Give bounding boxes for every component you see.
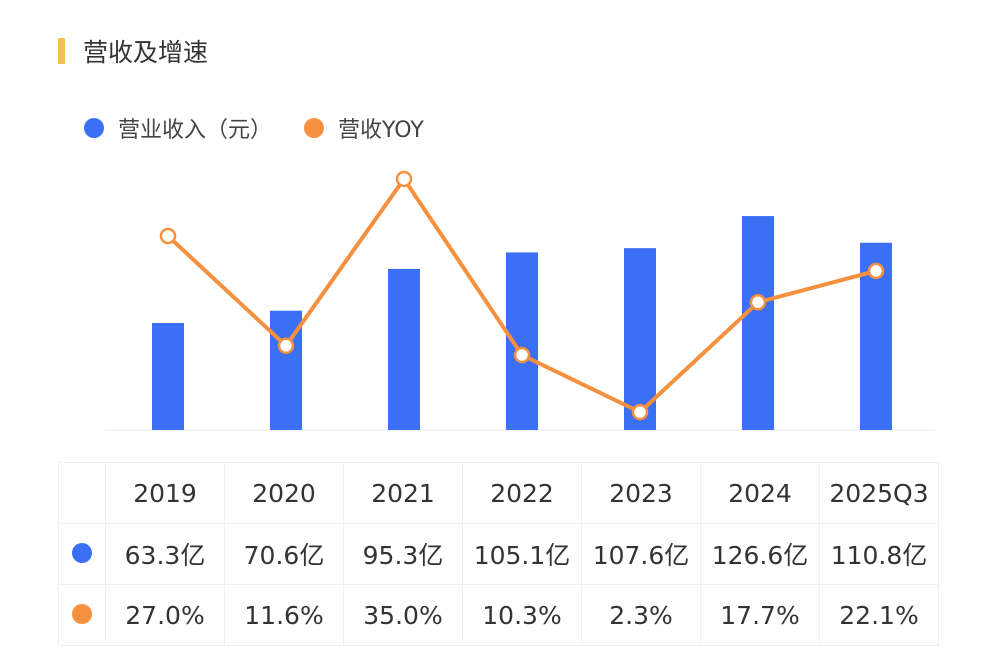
legend-dot-yoy-icon <box>304 118 325 138</box>
yoy-dot-icon <box>72 603 92 624</box>
title-accent-bar <box>58 38 65 64</box>
data-table: 2019 2020 2021 2022 2023 2024 2025Q3 63.3亿 70.6… <box>58 462 939 646</box>
table-cell-yoy: 17.7% <box>700 584 820 646</box>
point-yoy <box>631 403 649 421</box>
table-header-cell: 2020 <box>224 462 344 524</box>
chart-plot <box>105 170 935 431</box>
point-yoy <box>277 337 295 355</box>
point-yoy <box>395 170 413 188</box>
legend-label-yoy: 营收YOY <box>338 118 424 143</box>
table-cell-revenue: 110.8亿 <box>819 523 939 585</box>
table-cell-yoy: 22.1% <box>819 584 939 646</box>
legend: 营业收入（元） 营收YOY <box>84 112 456 144</box>
table-cell-revenue: 70.6亿 <box>224 523 344 585</box>
table-cell-yoy: 35.0% <box>343 584 463 646</box>
table-cell-revenue: 126.6亿 <box>700 523 820 585</box>
legend-item-yoy[interactable]: 营收YOY <box>304 112 424 144</box>
point-yoy <box>749 294 767 311</box>
table-cell-yoy: 2.3% <box>581 584 701 646</box>
revenue-dot-icon <box>72 542 92 563</box>
bar-revenue <box>388 268 420 430</box>
legend-item-revenue[interactable]: 营业收入（元） <box>84 112 272 144</box>
table-corner <box>58 462 106 524</box>
table-row-label-revenue <box>58 523 106 585</box>
table-cell-yoy: 11.6% <box>224 584 344 646</box>
table-header-cell: 2023 <box>581 462 701 524</box>
table-cell-revenue: 107.6亿 <box>581 523 701 585</box>
table-header-cell: 2022 <box>462 462 582 524</box>
table-header-cell: 2025Q3 <box>819 462 939 524</box>
bar-revenue <box>742 216 774 430</box>
legend-label-revenue: 营业收入（元） <box>118 118 273 143</box>
table-cell-revenue: 105.1亿 <box>462 523 582 585</box>
table-cell-revenue: 95.3亿 <box>343 523 463 585</box>
table-header-cell: 2019 <box>105 462 225 524</box>
table-cell-yoy: 27.0% <box>105 584 225 646</box>
point-yoy <box>867 262 885 280</box>
bar-revenue <box>152 323 184 430</box>
table-header-cell: 2021 <box>343 462 463 524</box>
legend-dot-revenue-icon <box>84 118 104 138</box>
chart-title: 营收及增速 <box>83 38 209 67</box>
table-cell-yoy: 10.3% <box>462 584 582 646</box>
table-cell-revenue: 63.3亿 <box>105 523 225 585</box>
point-yoy <box>159 227 177 245</box>
table-row-label-yoy <box>58 584 106 646</box>
table-header-cell: 2024 <box>700 462 820 524</box>
point-yoy <box>513 346 531 364</box>
